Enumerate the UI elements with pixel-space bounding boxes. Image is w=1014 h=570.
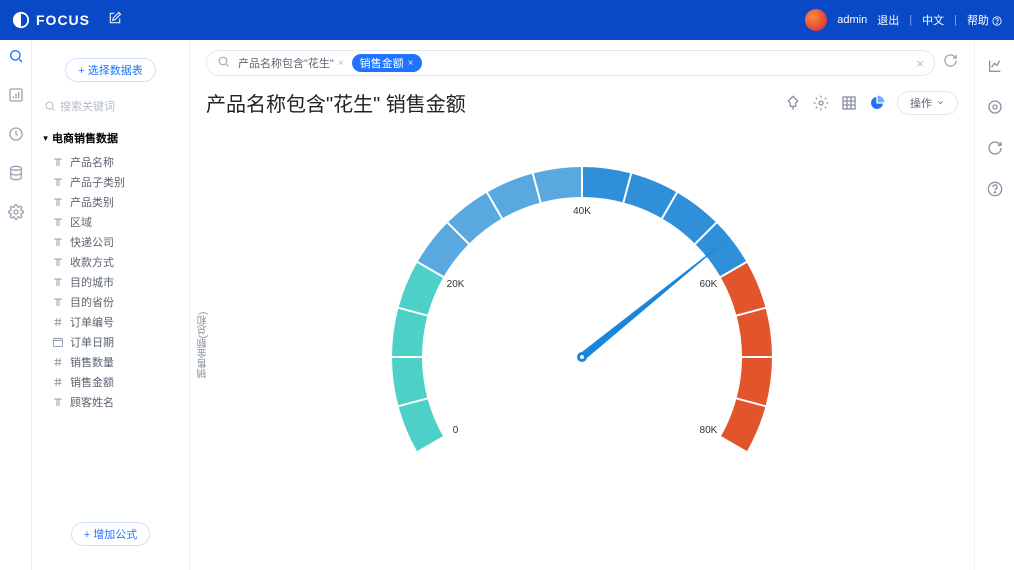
field-item[interactable]: 销售金额 (52, 372, 181, 392)
field-type-icon (52, 216, 64, 228)
select-datasource-button[interactable]: + 选择数据表 (65, 58, 155, 82)
field-label: 顾客姓名 (70, 394, 114, 410)
edit-icon[interactable] (108, 11, 122, 30)
right-rail (974, 40, 1014, 570)
sidebar: + 选择数据表 搜索关键词 电商销售数据 产品名称产品子类别产品类别区域快递公司… (32, 40, 190, 570)
field-type-icon (52, 396, 64, 408)
brand-logo: FOCUS (12, 11, 90, 29)
top-bar: FOCUS admin 退出 | 中文 | 帮助 (0, 0, 1014, 40)
sidebar-search-placeholder: 搜索关键词 (60, 98, 115, 114)
logo-icon (12, 11, 30, 29)
reload-icon[interactable] (987, 140, 1003, 161)
page-title: 产品名称包含"花生" 销售金额 (206, 88, 466, 117)
field-label: 产品类别 (70, 194, 114, 210)
avatar[interactable] (805, 9, 827, 31)
field-list: 产品名称产品子类别产品类别区域快递公司收款方式目的城市目的省份订单编号订单日期销… (40, 152, 181, 412)
svg-text:0: 0 (453, 425, 459, 436)
field-label: 区域 (70, 214, 92, 230)
help-link[interactable]: 帮助 (967, 12, 1002, 28)
logout-link[interactable]: 退出 (877, 12, 899, 28)
axis-icon[interactable] (987, 58, 1003, 79)
query-input[interactable]: 产品名称包含"花生" × 销售金额 × × (206, 50, 935, 76)
lang-link[interactable]: 中文 (922, 12, 944, 28)
nav-rail (0, 40, 32, 570)
field-type-icon (52, 376, 64, 388)
help-icon[interactable] (987, 181, 1003, 202)
nav-search-icon[interactable] (8, 48, 24, 69)
field-type-icon (52, 356, 64, 368)
svg-text:40K: 40K (573, 206, 591, 217)
config-icon[interactable] (987, 99, 1003, 120)
field-item[interactable]: 快递公司 (52, 232, 181, 252)
brand-text: FOCUS (36, 12, 90, 28)
chart-view-icon[interactable] (869, 95, 885, 111)
refresh-icon[interactable] (943, 53, 958, 73)
topbar-right: admin 退出 | 中文 | 帮助 (805, 9, 1002, 31)
field-type-icon (52, 236, 64, 248)
field-label: 目的省份 (70, 294, 114, 310)
field-type-icon (52, 296, 64, 308)
gauge-chart: 0 20K 40K 60K 80K (332, 137, 832, 557)
field-item[interactable]: 目的城市 (52, 272, 181, 292)
nav-chart-icon[interactable] (8, 87, 24, 108)
query-chip[interactable]: 销售金额 × (352, 54, 422, 72)
sidebar-search[interactable]: 搜索关键词 (40, 96, 181, 124)
ops-button[interactable]: 操作 (897, 91, 958, 115)
y-axis-label: 销售金额(总和) (196, 311, 211, 378)
field-type-icon (52, 176, 64, 188)
field-label: 目的城市 (70, 274, 114, 290)
field-item[interactable]: 收款方式 (52, 252, 181, 272)
field-type-icon (52, 336, 64, 348)
settings-icon[interactable] (813, 95, 829, 111)
add-formula-button[interactable]: + 增加公式 (71, 522, 150, 546)
nav-db-icon[interactable] (8, 165, 24, 186)
table-name[interactable]: 电商销售数据 (40, 124, 181, 152)
field-type-icon (52, 196, 64, 208)
field-type-icon (52, 276, 64, 288)
separator: | (954, 14, 957, 26)
field-item[interactable]: 订单编号 (52, 312, 181, 332)
search-icon (217, 55, 230, 71)
field-item[interactable]: 产品名称 (52, 152, 181, 172)
field-label: 销售数量 (70, 354, 114, 370)
chip-remove-icon[interactable]: × (338, 58, 344, 69)
title-bar: 产品名称包含"花生" 销售金额 操作 (190, 82, 974, 119)
search-icon (44, 100, 56, 112)
field-type-icon (52, 156, 64, 168)
nav-settings-icon[interactable] (8, 204, 24, 225)
field-label: 订单日期 (70, 334, 114, 350)
field-item[interactable]: 产品子类别 (52, 172, 181, 192)
field-label: 快递公司 (70, 234, 114, 250)
chip-remove-icon[interactable]: × (408, 58, 414, 69)
chart-area: 销售金额(总和) 0 20K 40K 60K 80K (190, 119, 974, 570)
field-item[interactable]: 区域 (52, 212, 181, 232)
field-item[interactable]: 目的省份 (52, 292, 181, 312)
field-type-icon (52, 256, 64, 268)
field-label: 订单编号 (70, 314, 114, 330)
query-bar: 产品名称包含"花生" × 销售金额 × × (190, 40, 974, 82)
content-area: 产品名称包含"花生" × 销售金额 × × 产品名称包含"花生" 销售金额 操作… (190, 40, 974, 570)
separator: | (909, 14, 912, 26)
query-chip-plain[interactable]: 产品名称包含"花生" × (238, 55, 344, 71)
field-label: 收款方式 (70, 254, 114, 270)
user-name[interactable]: admin (837, 14, 867, 26)
pin-icon[interactable] (785, 95, 801, 111)
field-item[interactable]: 顾客姓名 (52, 392, 181, 412)
field-label: 销售金额 (70, 374, 114, 390)
svg-text:80K: 80K (700, 425, 718, 436)
field-item[interactable]: 销售数量 (52, 352, 181, 372)
clear-icon[interactable]: × (916, 56, 924, 71)
field-type-icon (52, 316, 64, 328)
chevron-down-icon (936, 98, 945, 107)
svg-text:20K: 20K (447, 279, 465, 290)
field-item[interactable]: 产品类别 (52, 192, 181, 212)
field-label: 产品子类别 (70, 174, 125, 190)
field-label: 产品名称 (70, 154, 114, 170)
svg-text:60K: 60K (700, 279, 718, 290)
nav-clock-icon[interactable] (8, 126, 24, 147)
table-view-icon[interactable] (841, 95, 857, 111)
field-item[interactable]: 订单日期 (52, 332, 181, 352)
